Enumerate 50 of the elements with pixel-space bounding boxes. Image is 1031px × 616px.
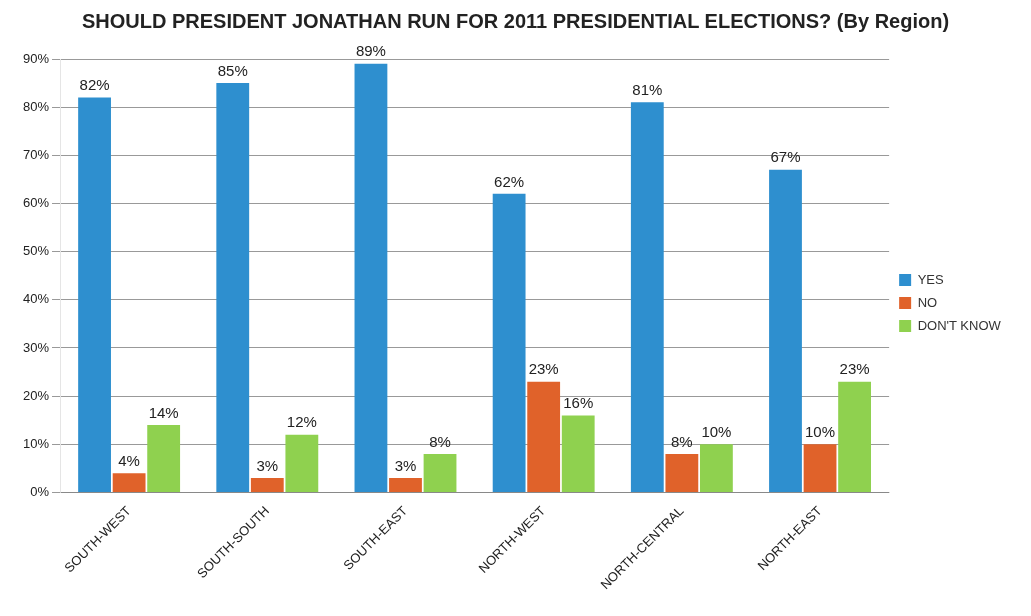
data-label: 62% (494, 172, 525, 190)
data-label: 14% (148, 403, 179, 421)
chart-title: SHOULD PRESIDENT JONATHAN RUN FOR 2011 PRESIDENTIAL ELECTIONS? (By Region) (81, 9, 950, 32)
data-label: 3% (394, 456, 417, 474)
bar (561, 415, 595, 492)
data-label: 10% (701, 422, 732, 440)
legend-label: YES (917, 271, 944, 287)
bar (112, 473, 146, 492)
bar (699, 444, 733, 492)
y-tick-label: 10% (22, 435, 50, 451)
bar (147, 425, 181, 492)
data-label: 85% (217, 61, 248, 79)
data-label: 23% (528, 360, 559, 378)
bar (285, 434, 319, 492)
bar (665, 453, 699, 492)
data-label: 3% (256, 456, 279, 474)
data-label: 10% (805, 422, 836, 440)
data-label: 67% (770, 148, 801, 166)
data-label: 16% (563, 394, 594, 412)
bar (250, 478, 284, 492)
y-tick-label: 20% (22, 387, 50, 403)
y-tick-label: 30% (22, 339, 50, 355)
bar (423, 453, 457, 492)
data-label: 89% (355, 42, 386, 60)
legend-label: DON'T KNOW (917, 317, 1002, 333)
bar (838, 381, 871, 492)
y-tick-label: 90% (22, 50, 50, 66)
bar (769, 169, 802, 492)
bar (78, 97, 111, 492)
y-tick-label: 50% (22, 243, 50, 259)
y-tick-label: 0% (30, 484, 50, 500)
data-label: 81% (632, 80, 663, 98)
legend-label: NO (917, 294, 938, 310)
data-label: 4% (118, 451, 140, 469)
data-label: 82% (79, 76, 110, 94)
data-label: 8% (429, 432, 451, 450)
y-tick-label: 80% (22, 98, 50, 114)
y-tick-label: 60% (22, 195, 50, 211)
bar (527, 381, 561, 492)
bar (216, 83, 250, 492)
bar (354, 63, 388, 492)
bar (492, 193, 526, 492)
bar (389, 478, 422, 492)
data-label: 23% (839, 360, 870, 378)
y-tick-label: 70% (22, 146, 50, 162)
bar (630, 102, 664, 492)
y-tick-label: 40% (22, 291, 50, 307)
data-label: 12% (286, 413, 317, 431)
data-label: 8% (671, 432, 693, 450)
bar (803, 444, 837, 492)
